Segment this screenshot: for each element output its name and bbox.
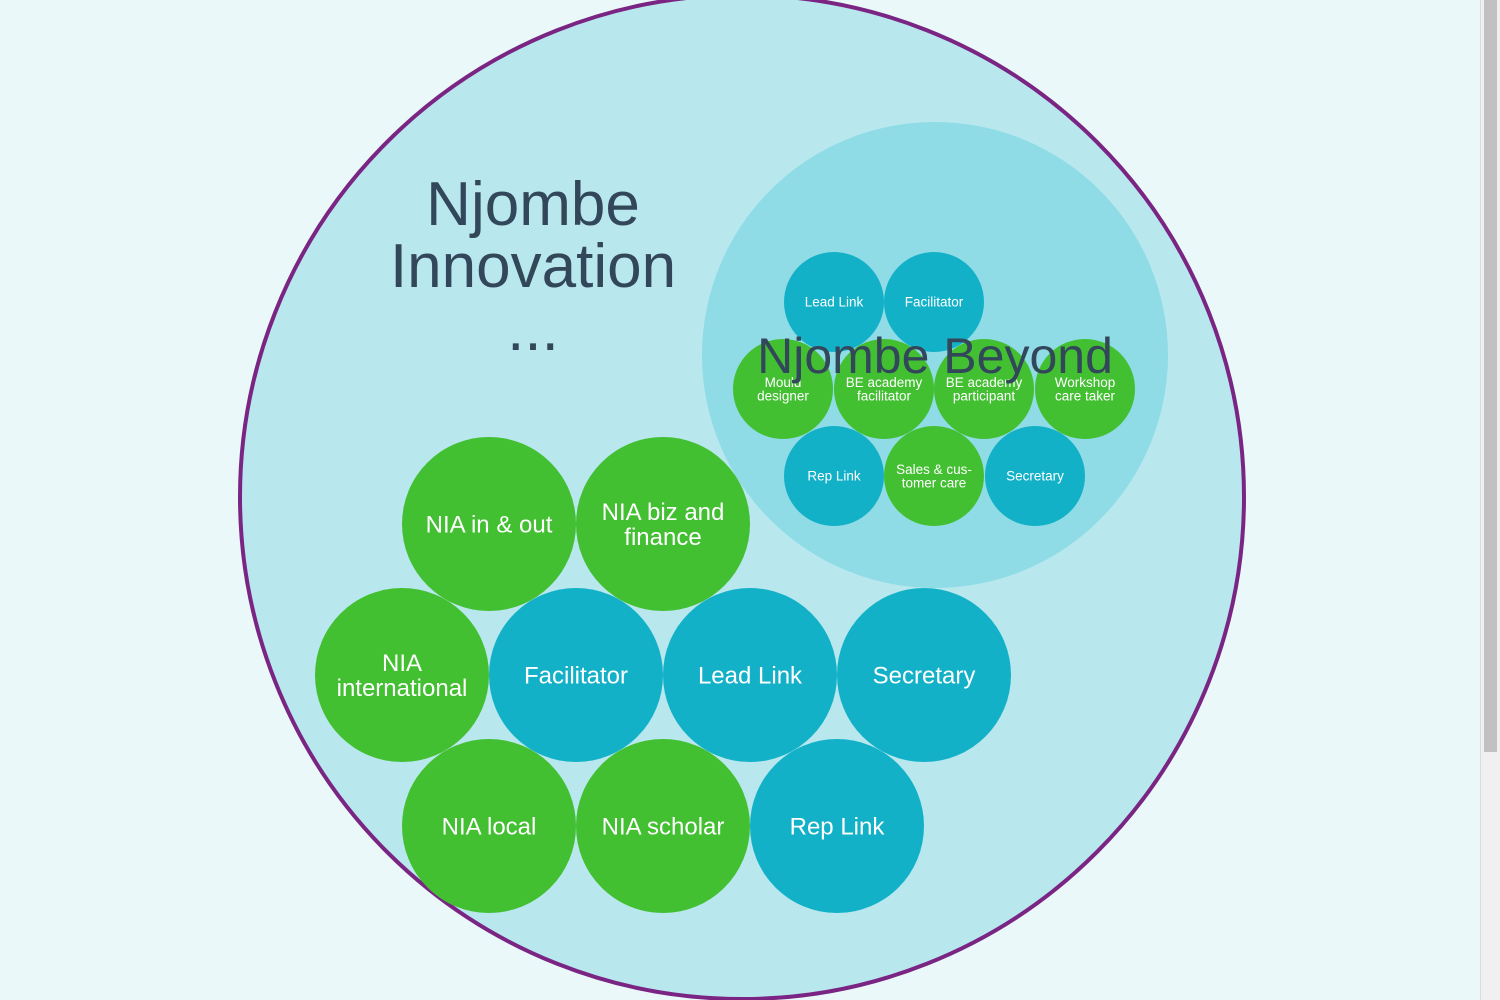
role-label: BE academy (946, 375, 1023, 390)
role-circle[interactable] (837, 588, 1011, 762)
role-facilitator[interactable]: Facilitator (489, 588, 663, 762)
role-secretary[interactable]: Secretary (837, 588, 1011, 762)
role-circle[interactable] (750, 739, 924, 913)
role-label: Lead Link (805, 295, 864, 310)
outer-circle-title: Njombe Innovation... (390, 170, 676, 364)
role-label: Sales & cus- (896, 462, 972, 477)
role-label: care taker (1055, 388, 1116, 403)
role-nia-local[interactable]: NIA local (402, 739, 576, 913)
role-circle[interactable] (576, 739, 750, 913)
role-nia-scholar[interactable]: NIA scholar (576, 739, 750, 913)
sub-role-secretary[interactable]: Secretary (985, 426, 1085, 526)
role-label: Rep Link (807, 469, 861, 484)
outer-title-line: Njombe (426, 170, 640, 239)
vertical-scrollbar[interactable] (1480, 0, 1500, 1000)
role-circle[interactable] (884, 252, 984, 352)
outer-title-line: Innovation (390, 232, 676, 301)
role-label: international (337, 675, 468, 702)
role-label: Mould (765, 375, 802, 390)
role-circle[interactable] (315, 588, 489, 762)
role-circle[interactable] (402, 437, 576, 611)
role-label: Rep Link (790, 813, 886, 840)
role-label: participant (953, 388, 1016, 403)
role-label: NIA in & out (426, 511, 553, 538)
role-label: designer (757, 388, 809, 403)
role-label: tomer care (902, 475, 967, 490)
role-circle[interactable] (884, 426, 984, 526)
role-label: NIA biz and (602, 499, 725, 526)
role-circle[interactable] (663, 588, 837, 762)
role-label: finance (624, 524, 701, 551)
role-label: Secretary (1006, 469, 1064, 484)
role-nia-in-out[interactable]: NIA in & out (402, 437, 576, 611)
role-label: Facilitator (524, 662, 628, 689)
role-circle[interactable] (985, 426, 1085, 526)
sub-role-rep-link[interactable]: Rep Link (784, 426, 884, 526)
role-circle[interactable] (576, 437, 750, 611)
sub-role-facilitator[interactable]: Facilitator (884, 252, 984, 352)
role-label: Facilitator (905, 295, 964, 310)
role-label: BE academy (846, 375, 923, 390)
sub-circle-title: Njombe Beyond (757, 328, 1113, 384)
role-circle[interactable] (402, 739, 576, 913)
role-circle[interactable] (934, 339, 1034, 439)
role-circle[interactable] (1035, 339, 1135, 439)
role-label: NIA local (442, 813, 537, 840)
role-rep-link[interactable]: Rep Link (750, 739, 924, 913)
scrollbar-thumb[interactable] (1484, 0, 1497, 752)
role-lead-link[interactable]: Lead Link (663, 588, 837, 762)
role-circle[interactable] (489, 588, 663, 762)
role-circle[interactable] (784, 426, 884, 526)
role-circle[interactable] (784, 252, 884, 352)
role-label: Workshop (1055, 375, 1116, 390)
role-circle[interactable] (834, 339, 934, 439)
role-label: NIA (382, 650, 422, 677)
role-label: facilitator (857, 388, 912, 403)
role-label: NIA scholar (602, 813, 725, 840)
sub-role-lead-link[interactable]: Lead Link (784, 252, 884, 352)
sub-role-sales-cus-tomer-care[interactable]: Sales & cus-tomer care (884, 426, 984, 526)
role-label: Lead Link (698, 662, 803, 689)
role-circle[interactable] (733, 339, 833, 439)
role-label: Secretary (873, 662, 976, 689)
outer-title-line: ... (507, 295, 559, 364)
